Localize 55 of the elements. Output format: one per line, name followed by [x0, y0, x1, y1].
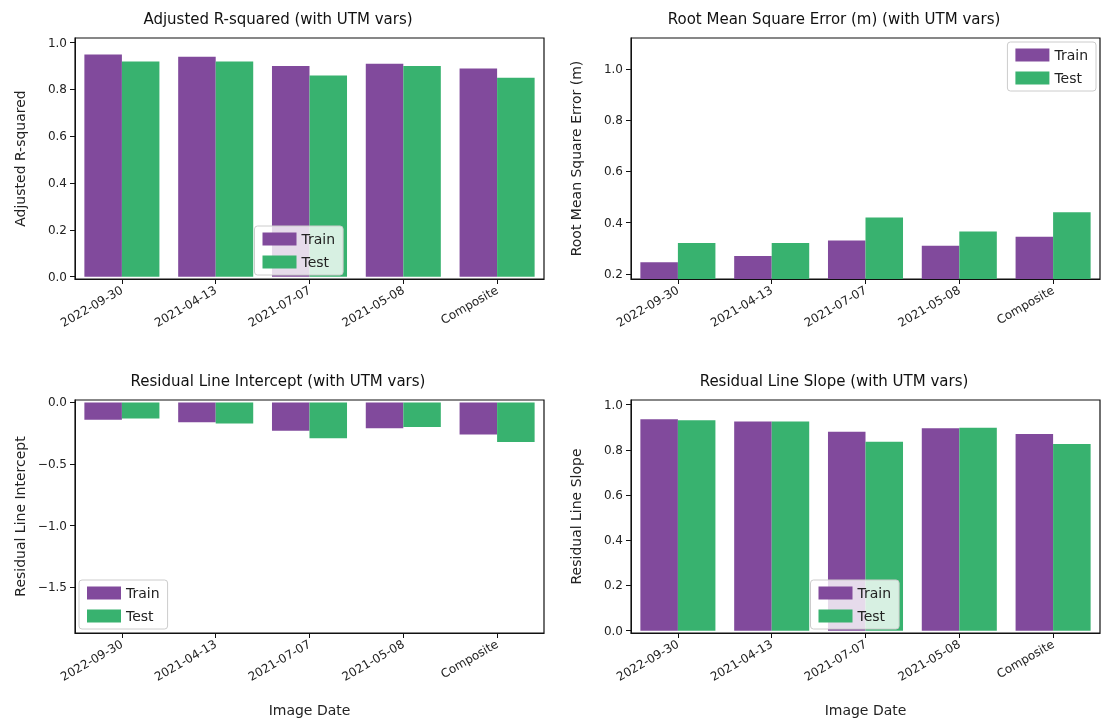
y-tick-label: 0.0 [47, 269, 67, 284]
y-tick-label: 0.6 [603, 488, 623, 503]
chart-title: Root Mean Square Error (m) (with UTM vars) [667, 9, 1001, 28]
chart-title: Residual Line Intercept (with UTM vars) [130, 371, 426, 390]
bar [677, 420, 716, 631]
y-tick-label: 0.4 [603, 533, 623, 548]
legend-label: Test [1053, 70, 1083, 86]
chart-title: Residual Line Slope (with UTM vars) [699, 371, 969, 390]
bar [734, 421, 772, 631]
y-tick-label: 0.8 [603, 442, 623, 457]
y-tick-label: 0.4 [47, 176, 67, 191]
bar [121, 61, 160, 277]
y-tick-label: 1.0 [603, 397, 623, 412]
legend-label: Train [856, 585, 892, 601]
legend-label: Test [125, 608, 155, 624]
y-tick-label: 1.0 [47, 35, 67, 50]
bar [459, 68, 498, 277]
bar [771, 421, 810, 631]
bar [497, 77, 535, 277]
bar [365, 63, 404, 277]
y-tick-label: 0.2 [603, 266, 623, 281]
bar [84, 54, 122, 277]
y-tick-label: 0.6 [603, 164, 623, 179]
y-axis-title: Residual Line Slope [568, 448, 584, 585]
legend-label: Train [1053, 47, 1088, 63]
y-tick-label: 0.0 [603, 623, 623, 638]
bar [178, 56, 216, 277]
y-axis-title: Adjusted R-squared [12, 90, 28, 227]
y-tick-label: 0.2 [47, 222, 67, 237]
bar [1015, 433, 1054, 631]
y-tick-label: 0.4 [603, 215, 623, 230]
chart-title: Adjusted R-squared (with UTM vars) [143, 9, 413, 28]
bar [1053, 444, 1091, 631]
y-tick-label: −0.5 [37, 457, 67, 472]
bar [403, 66, 441, 277]
legend-label: Train [300, 231, 336, 247]
y-tick-label: −1.5 [37, 580, 67, 595]
y-tick-label: 1.0 [603, 61, 623, 76]
bar [959, 427, 997, 631]
legend-label: Train [125, 585, 160, 601]
y-tick-label: 0.0 [47, 395, 67, 410]
legend-label: Test [300, 254, 330, 270]
y-axis-title: Root Mean Square Error (m) [568, 60, 584, 257]
legend-label: Test [856, 608, 886, 624]
bar [921, 428, 960, 631]
y-tick-label: −1.0 [37, 518, 67, 533]
bar [215, 61, 254, 277]
x-axis-title: Image Date [824, 702, 907, 718]
y-tick-label: 0.6 [47, 129, 67, 144]
y-axis-title: Residual Line Intercept [11, 435, 28, 597]
x-axis-title: Image Date [268, 702, 351, 718]
y-tick-label: 0.2 [603, 578, 623, 593]
y-tick-label: 0.8 [603, 113, 623, 128]
y-tick-label: 0.8 [47, 82, 67, 97]
bar [640, 419, 678, 631]
